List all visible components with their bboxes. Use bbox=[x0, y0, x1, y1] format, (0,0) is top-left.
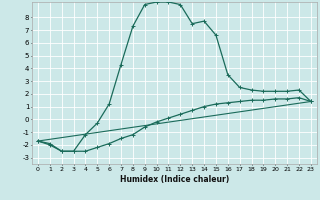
X-axis label: Humidex (Indice chaleur): Humidex (Indice chaleur) bbox=[120, 175, 229, 184]
